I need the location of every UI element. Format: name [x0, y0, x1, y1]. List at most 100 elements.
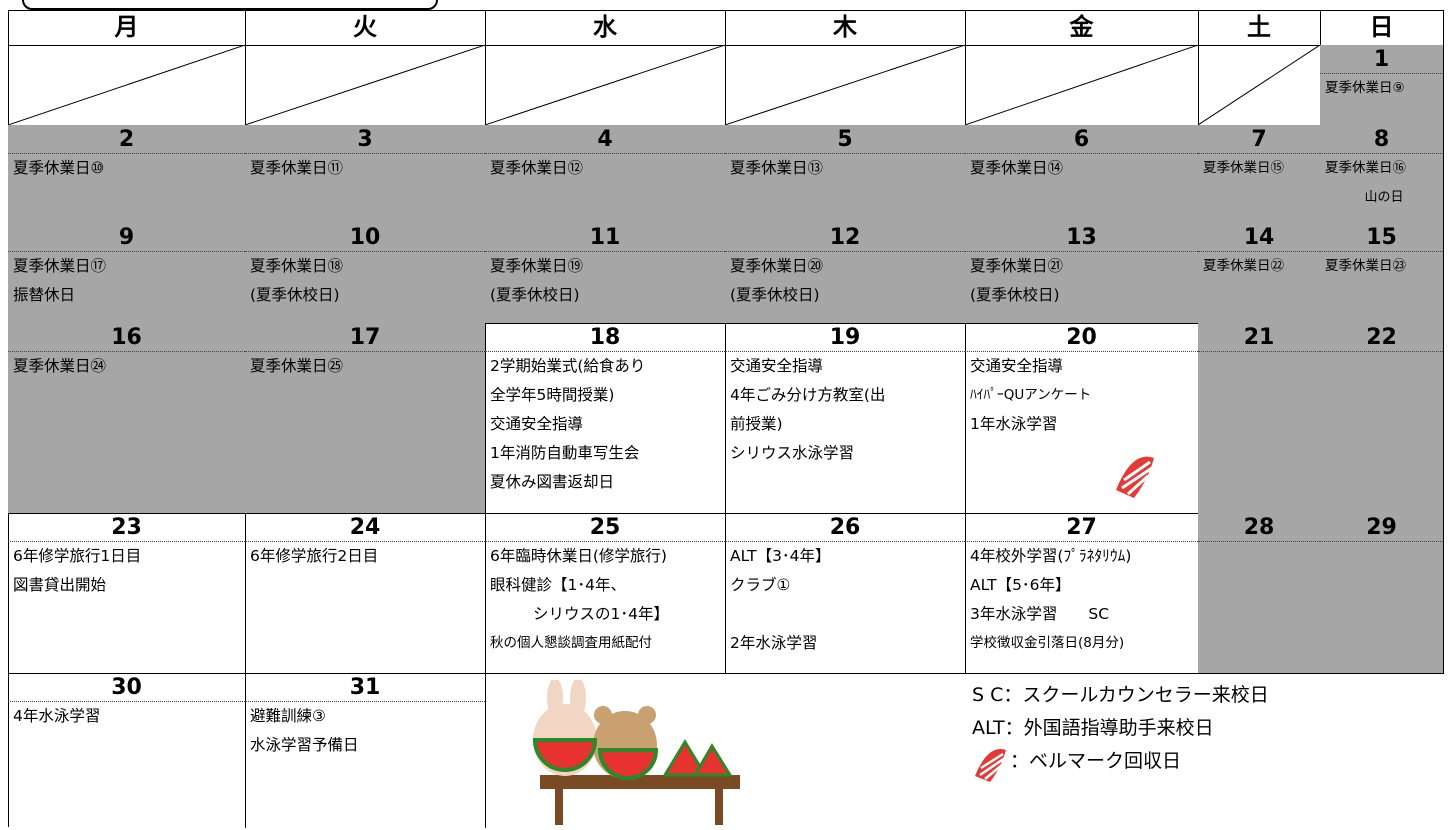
event-text: 交通安全指導 [730, 357, 824, 375]
event-text: 交通安全指導 [490, 415, 584, 433]
day-cell: 7 夏季休業日⑮ [1198, 125, 1321, 224]
event-text: 交通安全指導 [970, 357, 1064, 375]
day-cell: 18 2学期始業式(給食あり 全学年5時間授業) 交通安全指導 1年消防自動車写生会 夏休… [485, 323, 726, 514]
event-text: 夏季休業日㉑ [970, 257, 1064, 275]
day-number: 1 [1320, 45, 1443, 74]
event-text: 夏季休業日⑭ [970, 159, 1064, 177]
day-number: 4 [485, 125, 725, 154]
day-cell: 9 夏季休業日⑰ 振替休日 [8, 223, 246, 324]
day-cell [1198, 45, 1321, 126]
day-number: 8 [1320, 125, 1443, 154]
day-cell: 10 夏季休業日⑱ (夏季休校日) [245, 223, 486, 324]
day-number: 24 [245, 513, 485, 542]
weekday-header: 金 [965, 10, 1199, 46]
day-number: 23 [8, 513, 245, 542]
bell-icon [1116, 456, 1154, 498]
event-text: 4年ごみ分け方教室(出 [730, 386, 886, 404]
event-text: 夏季休業日⑯ [1325, 160, 1406, 176]
day-cell: 20 交通安全指導 ﾊｲﾊﾟｰQUアンケート 1年水泳学習 [965, 323, 1199, 514]
event-text: ALT【5･6年】 [970, 576, 1071, 594]
day-number: 18 [485, 323, 725, 352]
day-number: 10 [245, 223, 485, 252]
weekday-header: 水 [485, 10, 726, 46]
event-text: 夏季休業日㉒ [1203, 258, 1284, 274]
event-text: 2年水泳学習 [730, 634, 818, 652]
day-number: 16 [8, 323, 245, 352]
day-cell [485, 45, 726, 126]
event-text: 夏季休業日⑨ [1325, 80, 1405, 96]
event-text: 学校徴収金引落日(8月分) [970, 635, 1125, 651]
weekday-header: 木 [725, 10, 966, 46]
event-text: 夏季休業日㉕ [250, 357, 344, 375]
event-text: シリウス水泳学習 [730, 444, 855, 462]
day-number: 25 [485, 513, 725, 542]
day-number: 17 [245, 323, 485, 352]
event-text: (夏季休校日) [490, 286, 580, 304]
event-text: 夏季休業日㉓ [1325, 258, 1406, 274]
blank-diagonal [485, 45, 725, 125]
legend-text: ALT：外国語指導助手来校日 [972, 717, 1214, 739]
event-text: 夏季休業日⑩ [13, 159, 105, 177]
event-text: 夏季休業日⑪ [250, 159, 344, 177]
blank-diagonal [1198, 45, 1320, 125]
blank-diagonal [965, 45, 1198, 125]
day-number: 7 [1198, 125, 1320, 154]
day-cell: 11 夏季休業日⑲ (夏季休校日) [485, 223, 726, 324]
event-text: (夏季休校日) [250, 286, 340, 304]
day-number: 22 [1320, 323, 1443, 352]
event-text: 1年消防自動車写生会 [490, 444, 640, 462]
bell-icon [975, 749, 1006, 782]
event-text: 夏季休業日㉔ [13, 357, 107, 375]
blank-diagonal [725, 45, 965, 125]
day-number: 21 [1198, 323, 1320, 352]
day-cell: 23 6年修学旅行1日目 図書貸出開始 [8, 513, 246, 674]
event-text: 避難訓練③ [250, 707, 326, 725]
day-cell: 16 夏季休業日㉔ [8, 323, 246, 514]
day-number: 20 [965, 323, 1198, 352]
event-text: 2学期始業式(給食あり [490, 357, 646, 375]
day-number: 9 [8, 223, 245, 252]
event-text: ALT【3･4年】 [730, 547, 831, 565]
day-number: 31 [245, 673, 485, 702]
day-number: 30 [8, 673, 245, 702]
day-cell: 27 4年校外学習(ﾌﾟﾗﾈﾀﾘｳﾑ) ALT【5･6年】 3年水泳学習 SC 学校徴収… [965, 513, 1199, 674]
event-text: ﾊｲﾊﾟｰQUアンケート [970, 387, 1092, 403]
event-text: (夏季休校日) [970, 286, 1060, 304]
event-text: 夏季休業日⑰ [13, 257, 107, 275]
event-text: 眼科健診【1･4年、 [490, 576, 626, 594]
event-text: 6年修学旅行2日目 [250, 547, 379, 565]
event-text [725, 600, 965, 629]
day-cell [965, 45, 1199, 126]
weekday-header: 火 [245, 10, 486, 46]
event-text: 6年臨時休業日(修学旅行) [490, 547, 667, 565]
day-number: 5 [725, 125, 965, 154]
day-cell: 22 [1320, 323, 1444, 514]
event-text: 1年水泳学習 [970, 415, 1058, 433]
blank-diagonal [8, 45, 245, 125]
day-cell: 17 夏季休業日㉕ [245, 323, 486, 514]
day-number: 28 [1198, 513, 1320, 542]
weekday-header: 土 [1198, 10, 1321, 46]
day-cell: 5 夏季休業日⑬ [725, 125, 966, 224]
day-cell [725, 45, 966, 126]
day-cell: 12 夏季休業日⑳ (夏季休校日) [725, 223, 966, 324]
event-text: 振替休日 [13, 286, 76, 304]
day-number: 15 [1320, 223, 1443, 252]
day-cell: 24 6年修学旅行2日目 [245, 513, 486, 674]
event-text: クラブ① [730, 576, 791, 594]
day-number: 3 [245, 125, 485, 154]
day-cell: 21 [1198, 323, 1321, 514]
day-number: 2 [8, 125, 245, 154]
day-cell: 4 夏季休業日⑫ [485, 125, 726, 224]
legend-text: S C：スクールカウンセラー来校日 [972, 684, 1269, 706]
day-cell: 28 [1198, 513, 1321, 674]
weekday-header: 日 [1320, 10, 1444, 46]
day-cell: 19 交通安全指導 4年ごみ分け方教室(出 前授業) シリウス水泳学習 [725, 323, 966, 514]
day-cell [245, 45, 486, 126]
blank-diagonal [245, 45, 485, 125]
day-number: 14 [1198, 223, 1320, 252]
event-text: 全学年5時間授業) [490, 386, 615, 404]
day-cell: 26 ALT【3･4年】 クラブ① 2年水泳学習 [725, 513, 966, 674]
day-cell: 13 夏季休業日㉑ (夏季休校日) [965, 223, 1199, 324]
